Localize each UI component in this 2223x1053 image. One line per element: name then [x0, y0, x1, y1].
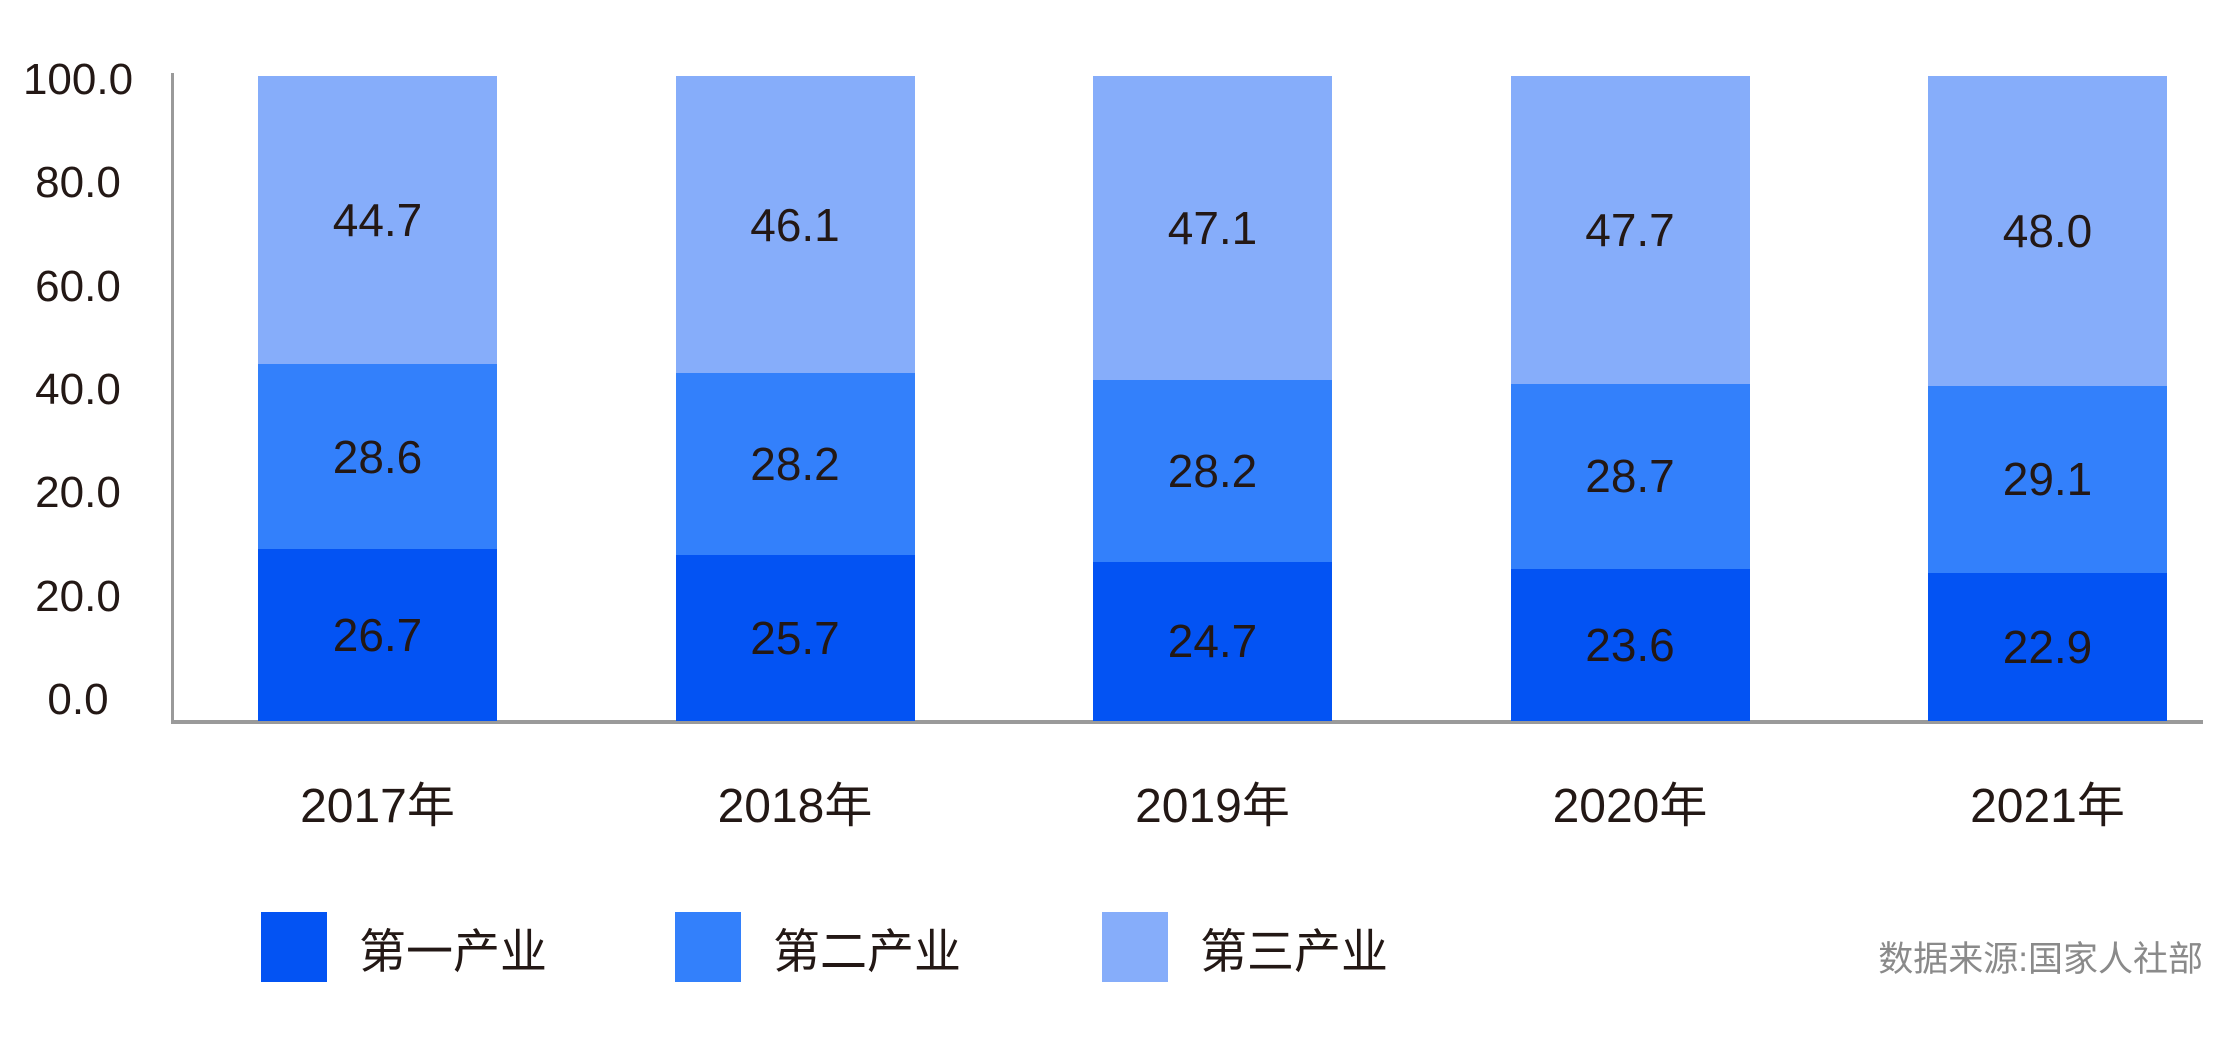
legend-item: 第三产业	[1102, 912, 1388, 982]
bar-value-label: 29.1	[2002, 453, 2093, 506]
bar-segment: 28.6	[258, 364, 497, 549]
bar-column: 46.1 28.2 25.7	[675, 76, 915, 721]
y-axis-tick-label: 20.0	[35, 468, 121, 518]
y-axis-tick-label: 80.0	[35, 158, 121, 208]
legend-label: 第二产业	[773, 924, 961, 978]
bar-segment: 26.7	[258, 548, 497, 721]
bar-value-label: 46.1	[750, 198, 840, 251]
legend-item: 第二产业	[675, 912, 961, 982]
bar-column: 48.0 29.1 22.9	[1928, 76, 2167, 721]
y-axis-line	[171, 73, 174, 724]
bar-value-label: 28.2	[750, 438, 840, 491]
x-axis-label: 2018年	[717, 780, 873, 833]
source-note: 数据来源:国家人社部	[1878, 940, 2203, 979]
x-axis-label: 2021年	[1970, 780, 2125, 833]
bar-segment: 47.7	[1510, 76, 1750, 384]
legend-swatch	[1102, 912, 1168, 982]
bar-value-label: 48.0	[2002, 204, 2093, 257]
y-axis-tick-label: 40.0	[35, 364, 121, 414]
bar-segment: 22.9	[1928, 573, 2167, 721]
legend-item: 第一产业	[261, 912, 547, 982]
bar-segment: 24.7	[1093, 561, 1332, 721]
bar-segment: 23.6	[1510, 568, 1750, 721]
bar-value-label: 24.7	[1167, 615, 1258, 668]
bar-segment: 47.1	[1093, 76, 1332, 380]
bar-value-label: 44.7	[332, 194, 423, 247]
legend-swatch	[261, 912, 327, 982]
bar-value-label: 28.7	[1585, 450, 1675, 503]
legend-label: 第三产业	[1200, 924, 1388, 978]
bar-value-label: 25.7	[750, 612, 840, 665]
bar-segment: 46.1	[675, 76, 915, 374]
bar-segment: 28.2	[675, 373, 915, 556]
x-axis-label: 2020年	[1552, 780, 1708, 833]
bar-segment: 48.0	[1928, 76, 2167, 386]
x-axis-label: 2017年	[300, 780, 455, 833]
bar-value-label: 28.6	[332, 430, 423, 483]
y-axis-tick-label: 100.0	[22, 55, 134, 104]
bar-value-label: 47.1	[1167, 201, 1258, 254]
bar-value-label: 28.2	[1167, 444, 1258, 497]
legend-label: 第一产业	[359, 924, 547, 978]
bar-value-label: 47.7	[1585, 203, 1675, 256]
bar-segment: 28.2	[1093, 379, 1332, 562]
bar-value-label: 22.9	[2002, 621, 2093, 674]
legend-swatch	[675, 912, 741, 982]
bar-segment: 25.7	[675, 555, 915, 721]
y-axis-tick-label: 0.0	[47, 674, 109, 724]
bar-column: 47.1 28.2 24.7	[1093, 76, 1332, 721]
bar-value-label: 26.7	[332, 608, 423, 661]
bar-value-label: 23.6	[1585, 618, 1675, 671]
bar-column: 44.7 28.6 26.7	[258, 76, 497, 721]
bar-segment: 28.7	[1510, 383, 1750, 569]
bar-segment: 44.7	[258, 76, 497, 365]
bar-column: 47.7 28.7 23.6	[1510, 76, 1750, 721]
y-axis-tick-label: 20.0	[35, 571, 121, 621]
bar-segment: 29.1	[1928, 385, 2167, 574]
x-axis-label: 2019年	[1135, 780, 1290, 833]
y-axis-tick-label: 60.0	[35, 261, 121, 311]
x-axis-line	[171, 720, 2203, 724]
